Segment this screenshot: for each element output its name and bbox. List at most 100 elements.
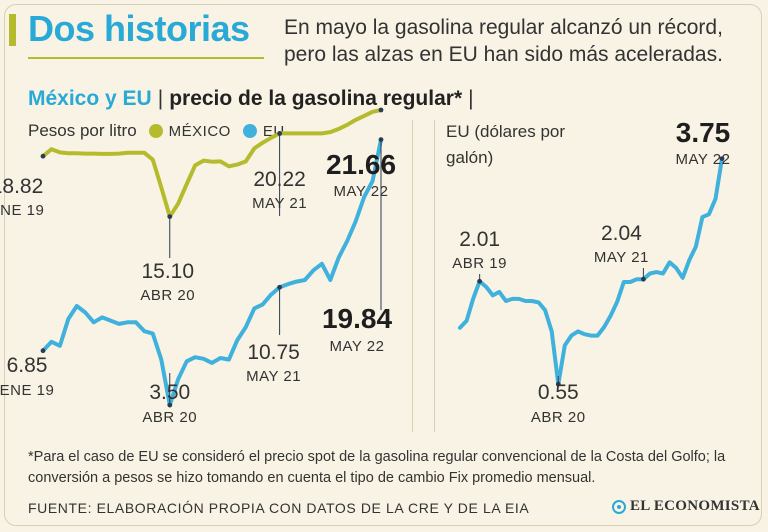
chart0-point-eu-35 bbox=[338, 256, 340, 259]
source-line: FUENTE: ELABORACIÓN PROPIA CON DATOS DE … bbox=[28, 500, 530, 516]
chart0-point-mxico-34 bbox=[329, 131, 332, 133]
subtitle-countries: México y EU bbox=[28, 87, 152, 110]
right-chart-unit-label: EU (dólares por galón) bbox=[446, 122, 566, 167]
chart0-annotation-dot-6 bbox=[277, 284, 282, 290]
chart0-point-eu-37 bbox=[354, 220, 357, 223]
chart0-point-mxico-5 bbox=[84, 152, 87, 155]
chart1-point-eu-16 bbox=[564, 344, 566, 347]
left-panel-divider bbox=[412, 120, 413, 432]
chart1-point-eu-11 bbox=[531, 300, 533, 302]
chart0-value-label-0: 18.82 bbox=[0, 175, 43, 198]
legend-us-dot bbox=[242, 124, 257, 138]
chart1-point-eu-10 bbox=[524, 300, 527, 302]
chart0-point-mxico-10 bbox=[126, 152, 129, 154]
chart1-date-label-0: ABR 19 bbox=[452, 255, 507, 272]
chart-subtitle: México y EU | precio de la gasolina regula… bbox=[28, 87, 480, 111]
chart1-point-eu-18 bbox=[577, 330, 579, 333]
chart1-point-eu-39 bbox=[714, 198, 717, 200]
chart0-annotation-dot-2 bbox=[277, 131, 282, 136]
chart1-point-eu-21 bbox=[596, 334, 599, 337]
chart0-value-label-7: 19.84 bbox=[322, 303, 392, 334]
chart1-point-eu-25 bbox=[623, 281, 625, 283]
chart0-point-mxico-22 bbox=[228, 165, 230, 168]
chart0-point-eu-9 bbox=[118, 323, 120, 325]
chart1-point-eu-7 bbox=[505, 300, 507, 302]
chart1-point-eu-36 bbox=[695, 246, 697, 248]
chart1-point-eu-13 bbox=[544, 309, 546, 312]
chart0-annotation-dot-1 bbox=[167, 214, 173, 220]
chart0-point-mxico-16 bbox=[177, 202, 179, 205]
chart0-point-eu-8 bbox=[109, 319, 112, 322]
chart0-date-label-0: ENE 19 bbox=[0, 202, 44, 219]
chart0-point-eu-26 bbox=[261, 303, 264, 306]
chart1-point-eu-37 bbox=[701, 216, 704, 218]
chart0-point-mxico-30 bbox=[295, 132, 298, 135]
chart0-point-mxico-7 bbox=[101, 153, 103, 155]
chart1-annotation-dot-0 bbox=[477, 278, 482, 284]
chart1-value-label-3: 3.75 bbox=[676, 117, 731, 148]
chart0-point-eu-7 bbox=[101, 316, 103, 319]
chart0-point-eu-31 bbox=[304, 279, 306, 281]
title-underline bbox=[28, 57, 264, 59]
chart1-point-eu-35 bbox=[688, 259, 691, 261]
chart0-point-eu-27 bbox=[270, 293, 272, 296]
chart0-point-mxico-20 bbox=[211, 160, 213, 163]
chart0-point-mxico-24 bbox=[245, 160, 247, 163]
chart0-point-mxico-8 bbox=[109, 153, 112, 155]
chart0-point-mxico-6 bbox=[92, 152, 95, 155]
chart0-point-mxico-38 bbox=[363, 115, 365, 117]
chart0-annotation-dot-3 bbox=[378, 107, 384, 113]
chart0-date-label-3: MAY 22 bbox=[334, 183, 389, 200]
chart0-point-mxico-33 bbox=[321, 132, 323, 135]
chart0-point-eu-3 bbox=[67, 318, 70, 320]
chart0-point-eu-13 bbox=[152, 332, 154, 335]
chart0-point-mxico-29 bbox=[287, 132, 289, 135]
chart1-point-eu-14 bbox=[550, 330, 553, 333]
chart1-point-eu-31 bbox=[662, 272, 664, 275]
chart0-point-eu-14 bbox=[160, 358, 163, 361]
chart0-point-eu-2 bbox=[59, 345, 61, 347]
chart1-point-eu-19 bbox=[583, 333, 586, 336]
chart1-point-eu-2 bbox=[472, 298, 474, 300]
chart0-point-mxico-18 bbox=[194, 164, 196, 167]
chart0-point-eu-22 bbox=[228, 358, 230, 361]
chart0-point-eu-38 bbox=[363, 196, 365, 198]
chart0-point-mxico-37 bbox=[354, 119, 357, 121]
chart0-value-label-5: 3.50 bbox=[149, 381, 190, 404]
chart0-date-label-4: ENE 19 bbox=[0, 382, 54, 399]
chart0-point-mxico-19 bbox=[202, 159, 205, 162]
chart0-point-eu-17 bbox=[185, 360, 188, 363]
chart0-point-eu-23 bbox=[236, 339, 239, 341]
chart1-value-label-1: 0.55 bbox=[538, 381, 579, 404]
chart0-point-eu-39 bbox=[371, 180, 374, 182]
chart1-annotation-dot-3 bbox=[719, 156, 725, 162]
chart1-point-eu-0 bbox=[459, 327, 461, 329]
chart0-value-label-4: 6.85 bbox=[7, 354, 48, 377]
chart0-point-eu-16 bbox=[177, 378, 179, 380]
chart0-date-label-2: MAY 21 bbox=[252, 195, 307, 212]
chart0-value-label-2: 20.22 bbox=[253, 168, 306, 191]
chart1-point-eu-32 bbox=[668, 261, 671, 264]
chart0-point-mxico-36 bbox=[346, 124, 349, 126]
chart1-value-label-2: 2.04 bbox=[601, 222, 642, 245]
chart0-point-mxico-2 bbox=[59, 151, 61, 154]
chart0-point-mxico-23 bbox=[236, 163, 239, 166]
chart0-point-eu-1 bbox=[50, 341, 53, 343]
chart0-point-eu-20 bbox=[211, 362, 213, 364]
chart1-point-eu-4 bbox=[485, 286, 488, 288]
brand-logo: EL ECONOMISTA bbox=[612, 498, 760, 515]
chart0-date-label-5: ABR 20 bbox=[142, 409, 197, 426]
chart0-point-mxico-4 bbox=[76, 152, 78, 155]
chart1-annotation-dot-2 bbox=[641, 276, 646, 282]
chart0-value-label-3: 21.66 bbox=[326, 149, 396, 180]
chart0-date-label-1: ABR 20 bbox=[140, 287, 195, 304]
infographic-title: Dos historias bbox=[28, 8, 250, 49]
chart0-point-mxico-17 bbox=[185, 183, 188, 185]
chart0-annotation-dot-0 bbox=[40, 153, 46, 159]
chart1-point-eu-9 bbox=[518, 298, 520, 300]
chart0-point-mxico-39 bbox=[371, 111, 374, 113]
chart0-point-mxico-13 bbox=[152, 158, 154, 161]
chart1-point-eu-34 bbox=[681, 277, 684, 279]
chart0-date-label-6: MAY 21 bbox=[246, 368, 301, 385]
chart1-date-label-2: MAY 21 bbox=[594, 249, 649, 266]
